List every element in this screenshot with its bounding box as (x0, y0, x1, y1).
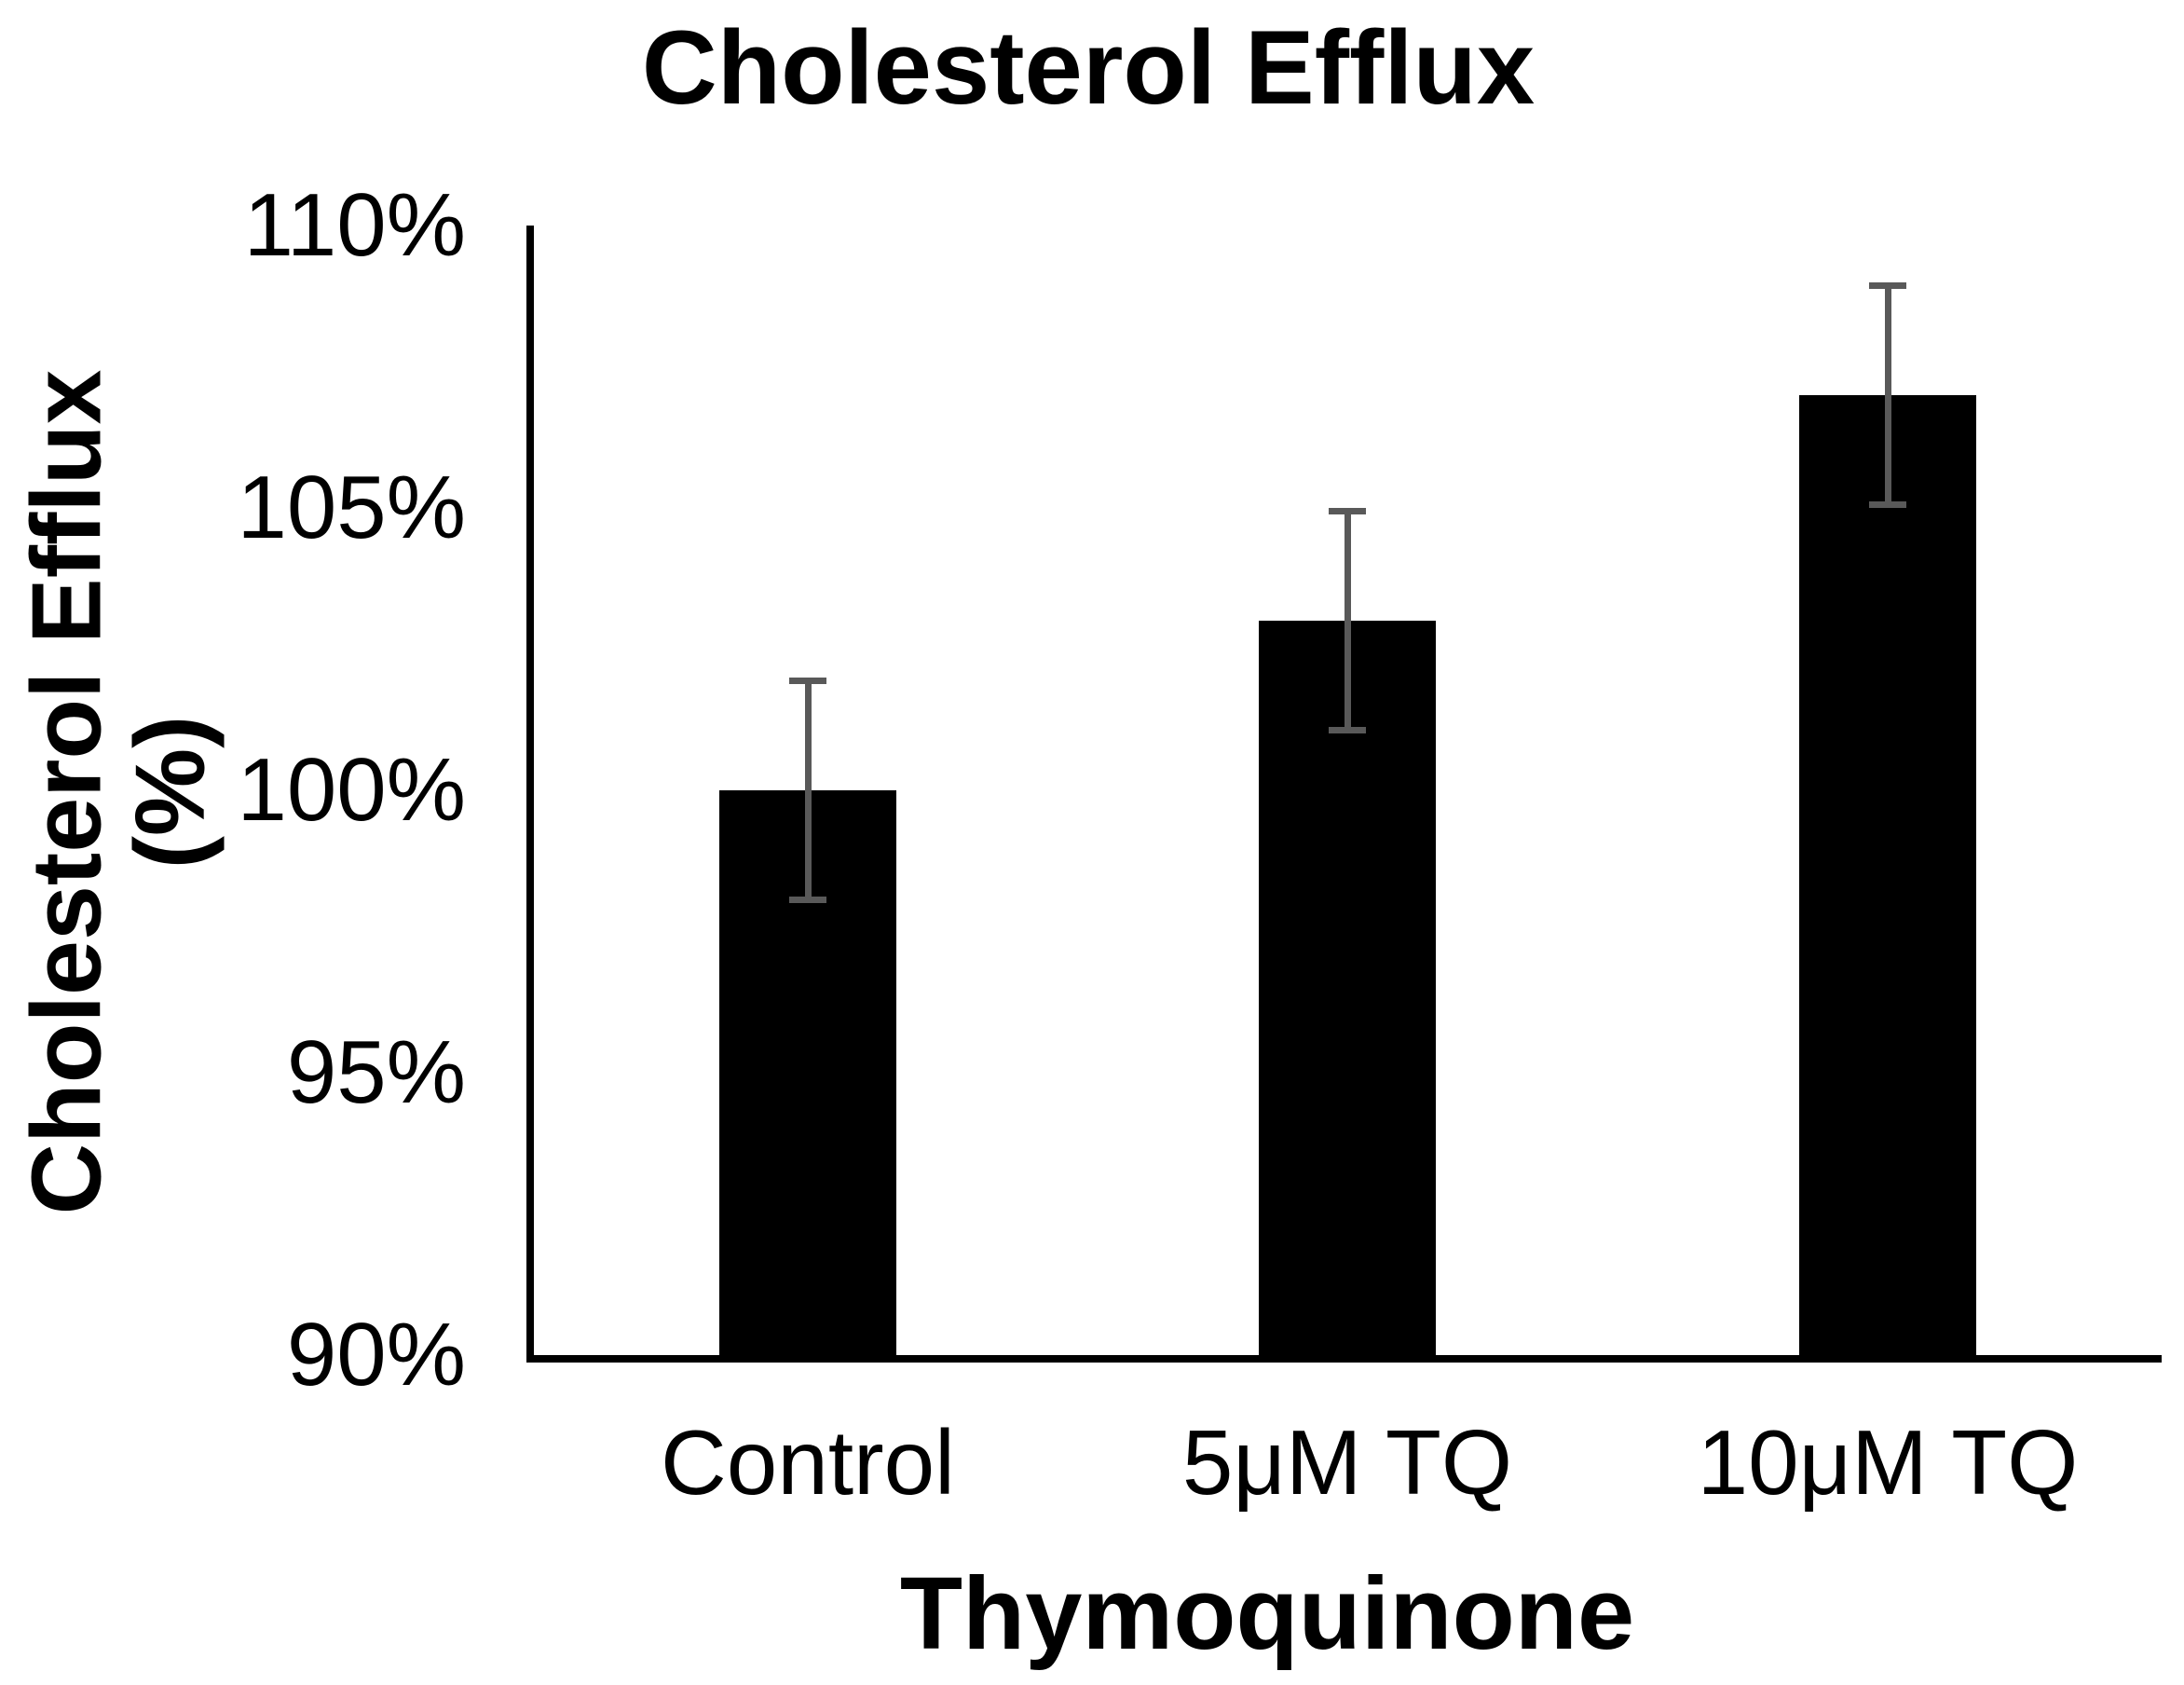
y-tick-label-90: 90% (286, 1305, 466, 1404)
x-tick-label-10-m-tq: 10μM TQ (1697, 1411, 2079, 1514)
y-tick-label-110: 110% (243, 175, 466, 275)
bar-5-m-tq (1259, 621, 1436, 1355)
chart-title: Cholesterol Efflux (641, 9, 1536, 126)
y-tick-label-95: 95% (286, 1022, 466, 1122)
error-bar-line (1884, 281, 1891, 508)
error-bar-5-m-tq (1329, 508, 1366, 734)
error-bar-line (804, 677, 812, 904)
error-bar-control (789, 677, 826, 904)
error-bar-line (1344, 508, 1351, 734)
x-tick-label-5-m-tq: 5μM TQ (1181, 1411, 1513, 1514)
y-tick-label-105: 105% (237, 458, 466, 557)
bar-10-m-tq (1799, 394, 1976, 1355)
x-tick-label-control: Control (661, 1411, 955, 1514)
x-axis-title: Thymoquinone (899, 1556, 1635, 1671)
y-tick-label-100: 100% (237, 740, 466, 840)
error-bar-10-m-tq (1869, 281, 1906, 508)
plot-area (526, 226, 2162, 1363)
